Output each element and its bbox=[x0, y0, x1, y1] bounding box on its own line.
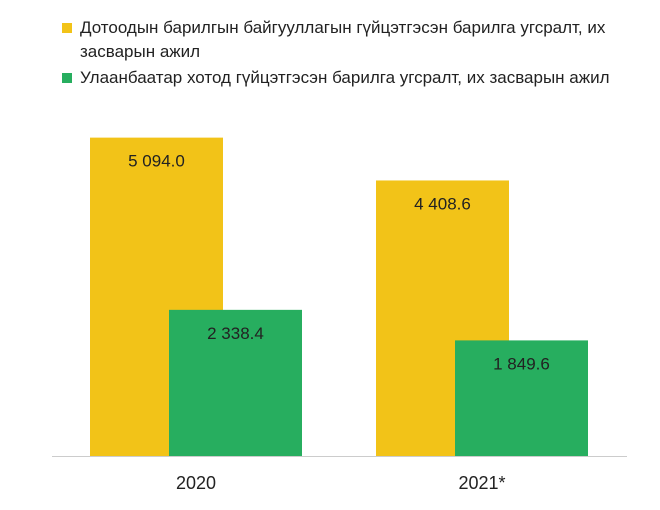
bar-ulaanbaatar-0 bbox=[169, 309, 302, 456]
x-tick-label-0: 2020 bbox=[176, 473, 216, 493]
data-label-domestic-0: 5 094.0 bbox=[128, 152, 185, 171]
legend: Дотоодын барилгын байгууллагын гүйцэтгэс… bbox=[62, 16, 647, 92]
legend-label-domestic: Дотоодын барилгын байгууллагын гүйцэтгэс… bbox=[80, 18, 606, 61]
legend-swatch-ulaanbaatar bbox=[62, 73, 72, 83]
legend-swatch-domestic bbox=[62, 23, 72, 33]
x-tick-label-1: 2021* bbox=[458, 473, 505, 493]
data-label-ulaanbaatar-1: 1 849.6 bbox=[493, 354, 550, 373]
legend-label-ulaanbaatar: Улаанбаатар хотод гүйцэтгэсэн барилга уг… bbox=[80, 68, 610, 87]
data-label-ulaanbaatar-0: 2 338.4 bbox=[207, 324, 264, 343]
legend-item-domestic: Дотоодын барилгын байгууллагын гүйцэтгэс… bbox=[62, 16, 647, 64]
data-label-domestic-1: 4 408.6 bbox=[414, 194, 471, 213]
bar-ulaanbaatar-1 bbox=[455, 340, 588, 456]
legend-item-ulaanbaatar: Улаанбаатар хотод гүйцэтгэсэн барилга уг… bbox=[62, 66, 647, 90]
